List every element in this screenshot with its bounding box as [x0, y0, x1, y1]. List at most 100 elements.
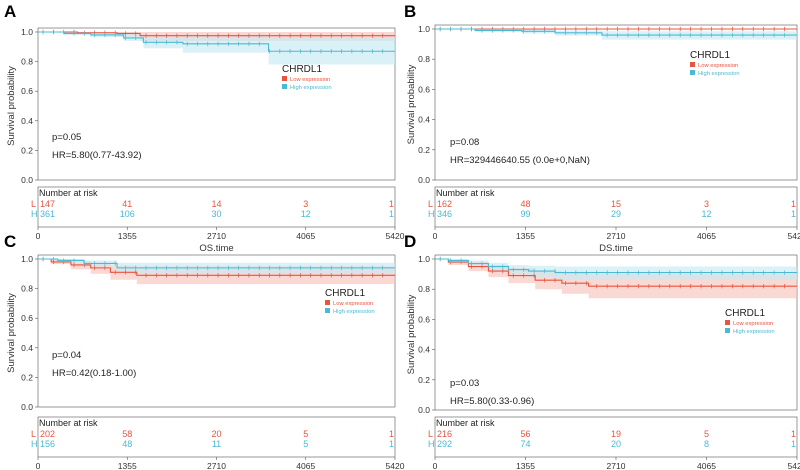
- y-tick-label: 0.4: [418, 115, 430, 125]
- panel-letter: D: [404, 232, 416, 251]
- x-tick-label: 1355: [516, 231, 535, 241]
- risk-count: 3: [704, 199, 709, 209]
- hazard-ratio: HR=329446640.55 (0.0e+0,NaN): [450, 155, 590, 166]
- risk-group-label: H: [31, 209, 38, 219]
- y-tick-label: 1.0: [418, 254, 430, 264]
- y-tick-label: 0.2: [418, 375, 430, 385]
- y-tick-label: 0.0: [21, 402, 33, 412]
- risk-count: 58: [122, 429, 132, 439]
- risk-table-title: Number at risk: [436, 188, 495, 198]
- y-tick-label: 0.4: [21, 343, 33, 353]
- risk-count: 361: [40, 209, 55, 219]
- x-tick-label: 2710: [207, 231, 226, 241]
- y-axis-label: Survival probability: [406, 294, 417, 374]
- panel-letter: C: [4, 232, 16, 251]
- risk-count: 156: [40, 439, 55, 449]
- risk-count: 29: [611, 209, 621, 219]
- risk-group-label: L: [428, 429, 433, 439]
- legend-swatch: [282, 84, 287, 89]
- y-axis-label: Survival probability: [406, 64, 417, 144]
- x-tick-label: 4065: [296, 231, 315, 241]
- legend-swatch: [325, 300, 330, 305]
- risk-table-title: Number at risk: [39, 418, 98, 428]
- legend-label: High expression: [733, 329, 775, 335]
- risk-count: 162: [437, 199, 452, 209]
- y-tick-label: 0.0: [21, 175, 33, 185]
- x-tick-label: 5420: [386, 231, 405, 241]
- x-tick-label: 5420: [788, 461, 800, 470]
- risk-count: 19: [611, 429, 621, 439]
- risk-count: 1: [791, 209, 796, 219]
- y-tick-label: 0.0: [418, 405, 430, 415]
- y-tick-label: 0.4: [21, 116, 33, 126]
- risk-count: 20: [611, 439, 621, 449]
- x-tick-label: 5420: [386, 461, 405, 470]
- panel-letter: B: [404, 2, 416, 21]
- risk-count: 1: [791, 429, 796, 439]
- survival-curve: [435, 258, 797, 287]
- y-tick-label: 1.0: [21, 254, 33, 264]
- x-tick-label: 2710: [207, 461, 226, 470]
- legend-title: CHRDL1: [725, 308, 765, 319]
- risk-group-label: H: [31, 439, 38, 449]
- risk-count: 346: [437, 209, 452, 219]
- risk-count: 12: [701, 209, 711, 219]
- x-tick-label: 5420: [788, 231, 800, 241]
- x-tick-label: 2710: [607, 461, 626, 470]
- legend-label: High expression: [333, 309, 375, 315]
- plot-frame: [434, 24, 798, 181]
- risk-count: 1: [389, 209, 394, 219]
- risk-group-label: H: [428, 439, 435, 449]
- legend-title: CHRDL1: [325, 288, 365, 299]
- p-value: p=0.05: [52, 132, 81, 143]
- survival-curve: [38, 31, 395, 37]
- legend-label: Low expression: [333, 301, 373, 307]
- x-axis-label: OS.time: [199, 243, 233, 254]
- survival-curve: [38, 258, 395, 276]
- risk-count: 1: [791, 439, 796, 449]
- confidence-band: [38, 259, 395, 274]
- km-panel: B 0.0 0.2 0.4 0.6 0.8 1.0 Survival probability 0…: [404, 2, 800, 254]
- confidence-band: [38, 32, 395, 65]
- plot-frame: [434, 254, 798, 411]
- x-tick-label: 0: [433, 231, 438, 241]
- plot-frame: [37, 254, 396, 408]
- x-tick-label: 1355: [118, 461, 137, 470]
- risk-count: 202: [40, 429, 55, 439]
- x-tick-label: 0: [36, 231, 41, 241]
- risk-count: 3: [303, 199, 308, 209]
- risk-count: 1: [389, 429, 394, 439]
- p-value: p=0.03: [450, 378, 479, 389]
- hazard-ratio: HR=5.80(0.33-0.96): [450, 396, 534, 407]
- y-tick-label: 1.0: [418, 24, 430, 34]
- risk-count: 15: [611, 199, 621, 209]
- hazard-ratio: HR=0.42(0.18-1.00): [52, 368, 136, 379]
- survival-curve: [435, 28, 797, 36]
- y-tick-label: 0.6: [21, 86, 33, 96]
- legend-label: Low expression: [733, 321, 773, 327]
- legend-label: High expression: [698, 71, 740, 77]
- x-tick-label: 0: [433, 461, 438, 470]
- km-panel: C 0.0 0.2 0.4 0.6 0.8 1.0 Survival probability 0…: [4, 232, 405, 470]
- x-tick-label: 4065: [697, 231, 716, 241]
- risk-count: 5: [704, 429, 709, 439]
- km-panel: D 0.0 0.2 0.4 0.6 0.8 1.0 Survival probability 0…: [404, 232, 800, 470]
- risk-count: 20: [211, 429, 221, 439]
- legend-swatch: [725, 328, 730, 333]
- legend-swatch: [725, 320, 730, 325]
- legend-swatch: [325, 308, 330, 313]
- y-tick-label: 0.6: [21, 313, 33, 323]
- confidence-band: [435, 259, 797, 281]
- legend-swatch: [690, 70, 695, 75]
- legend-swatch: [690, 62, 695, 67]
- y-tick-label: 0.2: [21, 145, 33, 155]
- risk-group-label: H: [428, 209, 435, 219]
- y-axis-label: Survival probability: [6, 293, 17, 373]
- plot-frame: [37, 27, 396, 181]
- y-tick-label: 0.8: [21, 284, 33, 294]
- x-tick-label: 1355: [118, 231, 137, 241]
- x-axis-label: DS.time: [599, 243, 633, 254]
- legend-label: Low expression: [698, 63, 738, 69]
- y-tick-label: 0.6: [418, 314, 430, 324]
